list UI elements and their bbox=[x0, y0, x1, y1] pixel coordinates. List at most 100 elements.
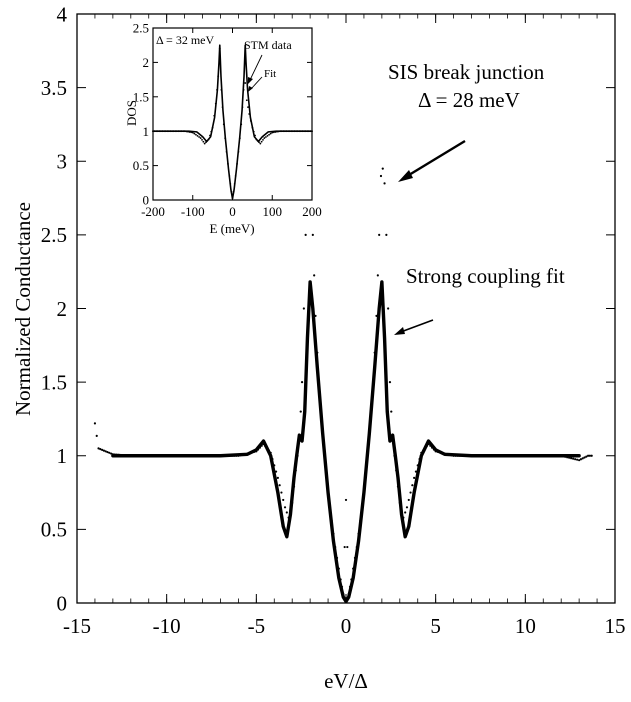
annotation-strong-coupling-fit: Strong coupling fit bbox=[406, 264, 565, 288]
y-tick-label: 3.5 bbox=[41, 76, 67, 100]
y-tick-label: 0 bbox=[143, 193, 150, 208]
y-axis-label: Normalized Conductance bbox=[11, 202, 35, 416]
data-point bbox=[268, 133, 270, 136]
x-tick-label: 10 bbox=[515, 614, 536, 638]
data-point bbox=[109, 452, 113, 455]
y-tick-label: 3 bbox=[57, 150, 68, 174]
data-point bbox=[409, 491, 412, 494]
inset-frame bbox=[152, 27, 313, 201]
data-point bbox=[311, 233, 314, 236]
data-point bbox=[346, 545, 349, 549]
data-point bbox=[300, 381, 304, 384]
y-tick-label: 2 bbox=[57, 297, 68, 321]
data-point bbox=[104, 450, 107, 453]
x-axis-label: eV/Δ bbox=[324, 669, 368, 693]
inset-labels: -200 -100 0 100 200 0 0.5 1 1.5 2 2.5 bbox=[133, 21, 322, 219]
data-point bbox=[280, 491, 283, 494]
data-point bbox=[588, 454, 591, 457]
x-tick-label: -200 bbox=[141, 204, 165, 219]
data-point bbox=[413, 476, 416, 479]
x-tick-label: 100 bbox=[263, 204, 283, 219]
inset-x-axis-label: E (meV) bbox=[209, 221, 254, 236]
x-tick-label: 200 bbox=[302, 204, 322, 219]
data-point bbox=[259, 142, 262, 145]
data-point bbox=[266, 134, 269, 137]
data-point bbox=[299, 410, 302, 413]
data-point bbox=[282, 498, 285, 502]
y-tick-label: 0.5 bbox=[41, 518, 67, 542]
data-point bbox=[379, 174, 383, 178]
data-point bbox=[247, 106, 249, 109]
data-point bbox=[276, 476, 279, 479]
data-point bbox=[407, 498, 410, 502]
series-line bbox=[152, 44, 313, 200]
data-point bbox=[264, 136, 267, 138]
data-point bbox=[387, 307, 390, 310]
data-point bbox=[572, 457, 575, 460]
data-point bbox=[578, 459, 581, 462]
data-point bbox=[93, 422, 97, 425]
series-1 bbox=[152, 44, 313, 200]
data-point bbox=[376, 274, 379, 277]
data-point bbox=[285, 511, 288, 514]
y-tick-label: 2.5 bbox=[41, 223, 67, 247]
data-point bbox=[199, 137, 202, 139]
data-point bbox=[196, 134, 199, 137]
arrow-sis bbox=[398, 139, 466, 182]
data-point bbox=[195, 133, 197, 136]
data-point bbox=[574, 458, 577, 461]
y-tick-label: 0 bbox=[57, 591, 68, 615]
data-point bbox=[198, 136, 201, 138]
data-point bbox=[381, 167, 384, 170]
x-tick-label: -5 bbox=[248, 614, 266, 638]
data-point bbox=[95, 434, 98, 437]
x-tick-label: -10 bbox=[153, 614, 181, 638]
data-point bbox=[304, 233, 307, 236]
data-point bbox=[202, 140, 205, 143]
data-point bbox=[388, 381, 392, 384]
main-ticks bbox=[76, 13, 616, 604]
data-point bbox=[263, 137, 266, 139]
data-point bbox=[585, 455, 588, 458]
data-point bbox=[590, 454, 593, 457]
series-0 bbox=[93, 163, 593, 596]
y-tick-label: 4 bbox=[57, 2, 68, 26]
data-point bbox=[390, 410, 393, 413]
data-point bbox=[411, 484, 414, 487]
data-point bbox=[405, 506, 409, 509]
series-line bbox=[111, 280, 581, 604]
arrow-fit bbox=[394, 319, 434, 335]
y-tick-label: 2 bbox=[143, 55, 150, 70]
x-tick-label: -15 bbox=[63, 614, 91, 638]
data-point bbox=[99, 448, 102, 451]
x-tick-label: 0 bbox=[229, 204, 236, 219]
data-point bbox=[102, 449, 105, 452]
data-point bbox=[283, 506, 287, 509]
y-tick-label: 1 bbox=[57, 444, 68, 468]
data-point bbox=[378, 233, 381, 236]
annotation-sis-break-junction: SIS break junction bbox=[388, 60, 545, 84]
data-point bbox=[203, 142, 206, 145]
data-point bbox=[101, 448, 104, 451]
data-point bbox=[278, 484, 281, 487]
data-point bbox=[383, 182, 386, 185]
x-tick-label: -100 bbox=[181, 204, 205, 219]
inset-annotation-fit: Fit bbox=[264, 68, 276, 80]
inset-y-axis-label: DOS bbox=[124, 100, 139, 126]
data-point bbox=[583, 456, 586, 459]
data-point bbox=[579, 458, 583, 461]
data-point bbox=[269, 132, 272, 135]
data-point bbox=[108, 451, 111, 454]
y-tick-label: 0.5 bbox=[133, 158, 149, 173]
inset-series bbox=[152, 44, 313, 200]
data-point bbox=[260, 140, 263, 143]
data-point bbox=[302, 307, 305, 310]
data-point bbox=[201, 139, 203, 141]
data-point bbox=[106, 450, 109, 454]
y-tick-label: 1.5 bbox=[41, 370, 67, 394]
y-tick-label: 1 bbox=[143, 124, 150, 139]
main-series bbox=[93, 163, 593, 604]
data-point bbox=[244, 82, 247, 84]
